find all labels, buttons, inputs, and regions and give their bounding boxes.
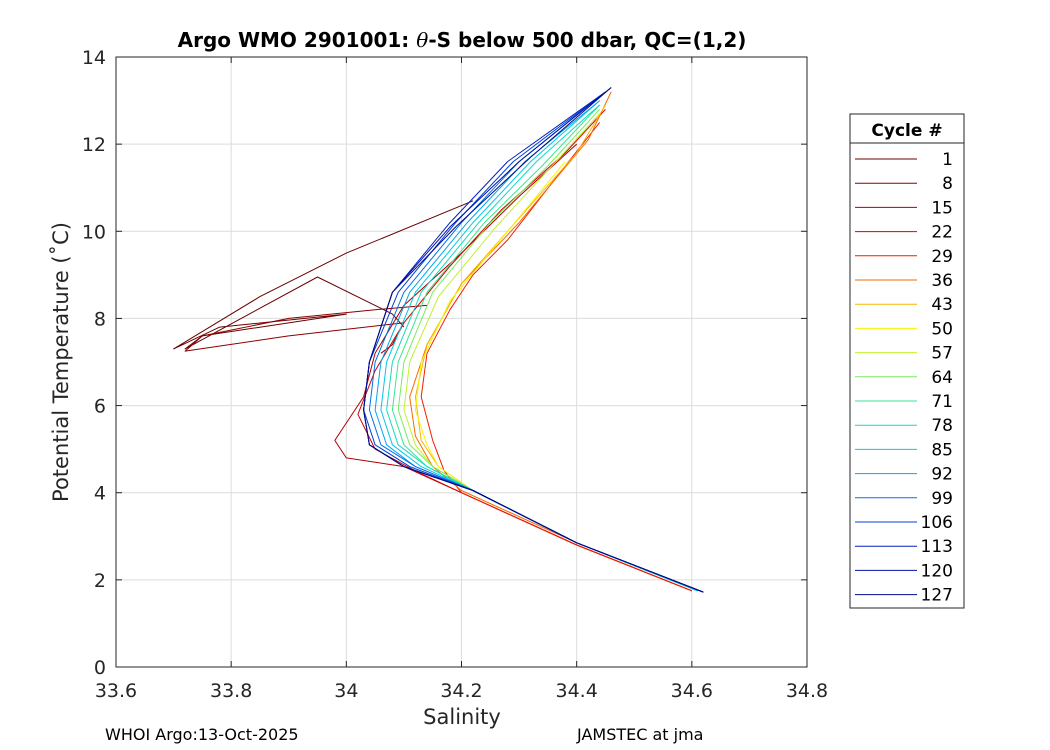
legend-label: 15 xyxy=(931,198,953,218)
legend-label: 8 xyxy=(942,174,953,194)
footer-source: WHOI Argo:13-Oct-2025 xyxy=(105,725,299,744)
legend-label: 113 xyxy=(921,537,953,557)
legend-label: 120 xyxy=(921,561,953,581)
axis-ticks: 33.6 33.8 34 34.2 34.4 34.6 34.8 0 2 4 6 8 10 12 14 xyxy=(82,47,828,702)
series-line-cycle-29 xyxy=(420,122,692,592)
legend-label: 78 xyxy=(931,416,953,436)
series-line-cycle-8 xyxy=(184,304,428,354)
series-group xyxy=(173,87,704,593)
legend-label: 127 xyxy=(921,586,953,606)
y-tick-label: 4 xyxy=(94,483,106,505)
y-axis-label: Potential Temperature (˚C) xyxy=(49,222,73,502)
y-tick-label: 14 xyxy=(82,47,106,69)
x-tick-label: 34.4 xyxy=(556,680,598,702)
legend-label: 1 xyxy=(942,150,953,170)
legend-title: Cycle # xyxy=(871,121,942,141)
legend-label: 22 xyxy=(931,223,953,243)
series-line-cycle-36 xyxy=(409,91,698,592)
legend-label: 99 xyxy=(931,489,953,509)
legend-label: 92 xyxy=(931,465,953,485)
series-line-cycle-127 xyxy=(363,87,704,593)
series-line-cycle-1 xyxy=(173,200,474,350)
y-tick-label: 8 xyxy=(94,308,106,330)
legend-label: 50 xyxy=(931,319,953,339)
x-axis-label: Salinity xyxy=(423,705,501,729)
legend-label: 43 xyxy=(931,295,953,315)
y-tick-label: 0 xyxy=(94,657,106,679)
legend-label: 85 xyxy=(931,440,953,460)
y-tick-label: 12 xyxy=(82,134,106,156)
y-tick-label: 6 xyxy=(94,396,106,418)
legend-label: 64 xyxy=(931,368,953,388)
chart-title: Argo WMO 2901001: θ-S below 500 dbar, QC… xyxy=(178,28,747,52)
legend-label: 29 xyxy=(931,247,953,267)
legend-label: 57 xyxy=(931,344,953,364)
footer-credit: JAMSTEC at jma xyxy=(577,725,704,744)
legend-label: 106 xyxy=(921,513,953,533)
x-tick-label: 33.6 xyxy=(95,680,137,702)
legend-box xyxy=(849,113,965,609)
x-tick-label: 33.8 xyxy=(210,680,252,702)
x-tick-label: 34.6 xyxy=(671,680,713,702)
x-tick-label: 34 xyxy=(334,680,358,702)
legend: Cycle # 18152229364350576471788592991061… xyxy=(849,113,965,609)
y-tick-label: 10 xyxy=(82,221,106,243)
legend-label: 71 xyxy=(931,392,953,412)
legend-entries: 1 8 15 22 29 36 43 50 57 64 71 78 85 92 99 106 113 120 127 xyxy=(855,150,953,606)
legend-label: 36 xyxy=(931,271,953,291)
y-tick-label: 2 xyxy=(94,570,106,592)
x-tick-label: 34.2 xyxy=(440,680,482,702)
x-tick-label: 34.8 xyxy=(786,680,828,702)
